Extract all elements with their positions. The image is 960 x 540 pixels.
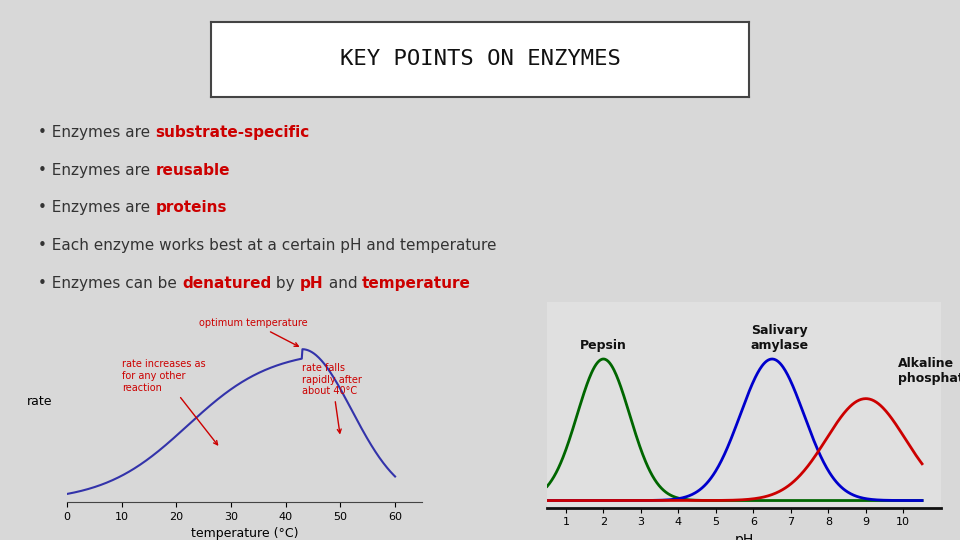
- X-axis label: pH: pH: [734, 533, 754, 540]
- X-axis label: temperature (°C): temperature (°C): [191, 528, 299, 540]
- Text: Salivary
amylase: Salivary amylase: [751, 324, 808, 352]
- Text: KEY POINTS ON ENZYMES: KEY POINTS ON ENZYMES: [340, 49, 620, 70]
- Text: Alkaline
phosphat: Alkaline phosphat: [898, 356, 960, 384]
- Text: temperature: temperature: [362, 276, 471, 291]
- Text: and: and: [324, 276, 362, 291]
- Text: • Enzymes are: • Enzymes are: [38, 125, 156, 140]
- Text: proteins: proteins: [156, 200, 227, 215]
- Text: rate increases as
for any other
reaction: rate increases as for any other reaction: [122, 360, 218, 445]
- Y-axis label: rate: rate: [27, 395, 52, 408]
- Text: Pepsin: Pepsin: [580, 339, 627, 352]
- Text: rate falls
rapidly after
about 40°C: rate falls rapidly after about 40°C: [302, 363, 362, 433]
- Text: reusable: reusable: [156, 163, 229, 178]
- Text: • Each enzyme works best at a certain pH and temperature: • Each enzyme works best at a certain pH…: [38, 238, 497, 253]
- Text: denatured: denatured: [182, 276, 272, 291]
- Text: optimum temperature: optimum temperature: [199, 318, 307, 346]
- Text: • Enzymes are: • Enzymes are: [38, 163, 156, 178]
- Text: • Enzymes can be: • Enzymes can be: [38, 276, 182, 291]
- Text: pH: pH: [300, 276, 324, 291]
- Text: substrate-specific: substrate-specific: [156, 125, 310, 140]
- Text: by: by: [272, 276, 300, 291]
- Text: • Enzymes are: • Enzymes are: [38, 200, 156, 215]
